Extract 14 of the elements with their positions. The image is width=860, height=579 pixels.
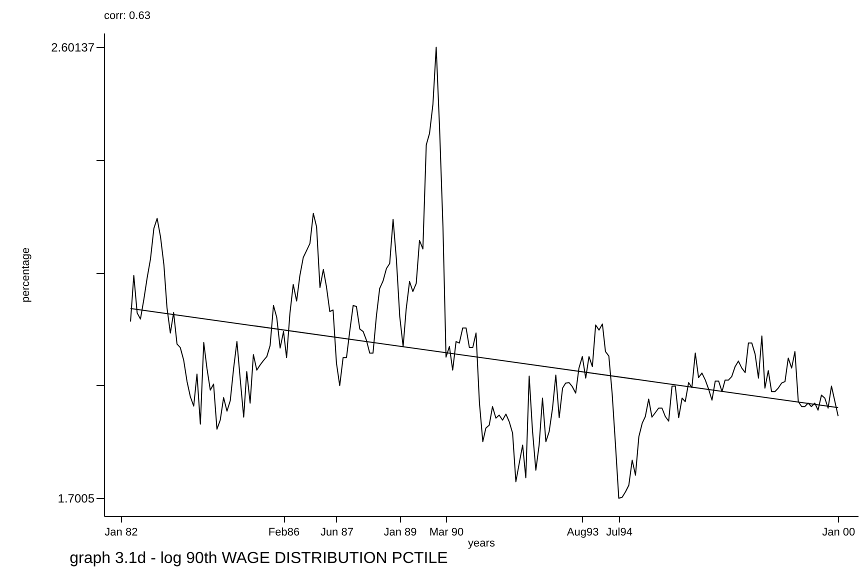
x-tick-label: Jan 00 <box>822 526 856 538</box>
x-tick-label: Mar 90 <box>429 526 464 538</box>
x-tick-label: Jun 87 <box>320 526 354 538</box>
x-axis-title: years <box>468 538 496 550</box>
text: graph 3.1d - log 90th WAGE DISTRIBUTION PCTILE <box>70 550 448 567</box>
y-tick-label: 2.60137 <box>51 40 95 55</box>
y-axis-title: percentage <box>20 247 32 303</box>
text: corr: 0.63 <box>104 10 150 22</box>
x-tick-label: Jul94 <box>606 526 632 538</box>
x-tick-label: Feb86 <box>268 526 300 538</box>
x-tick-label: Jan 89 <box>384 526 417 538</box>
y-tick-label: 1.7005 <box>58 491 95 506</box>
x-tick-label: Aug93 <box>566 526 599 538</box>
x-tick-label: Jan 82 <box>104 526 138 538</box>
